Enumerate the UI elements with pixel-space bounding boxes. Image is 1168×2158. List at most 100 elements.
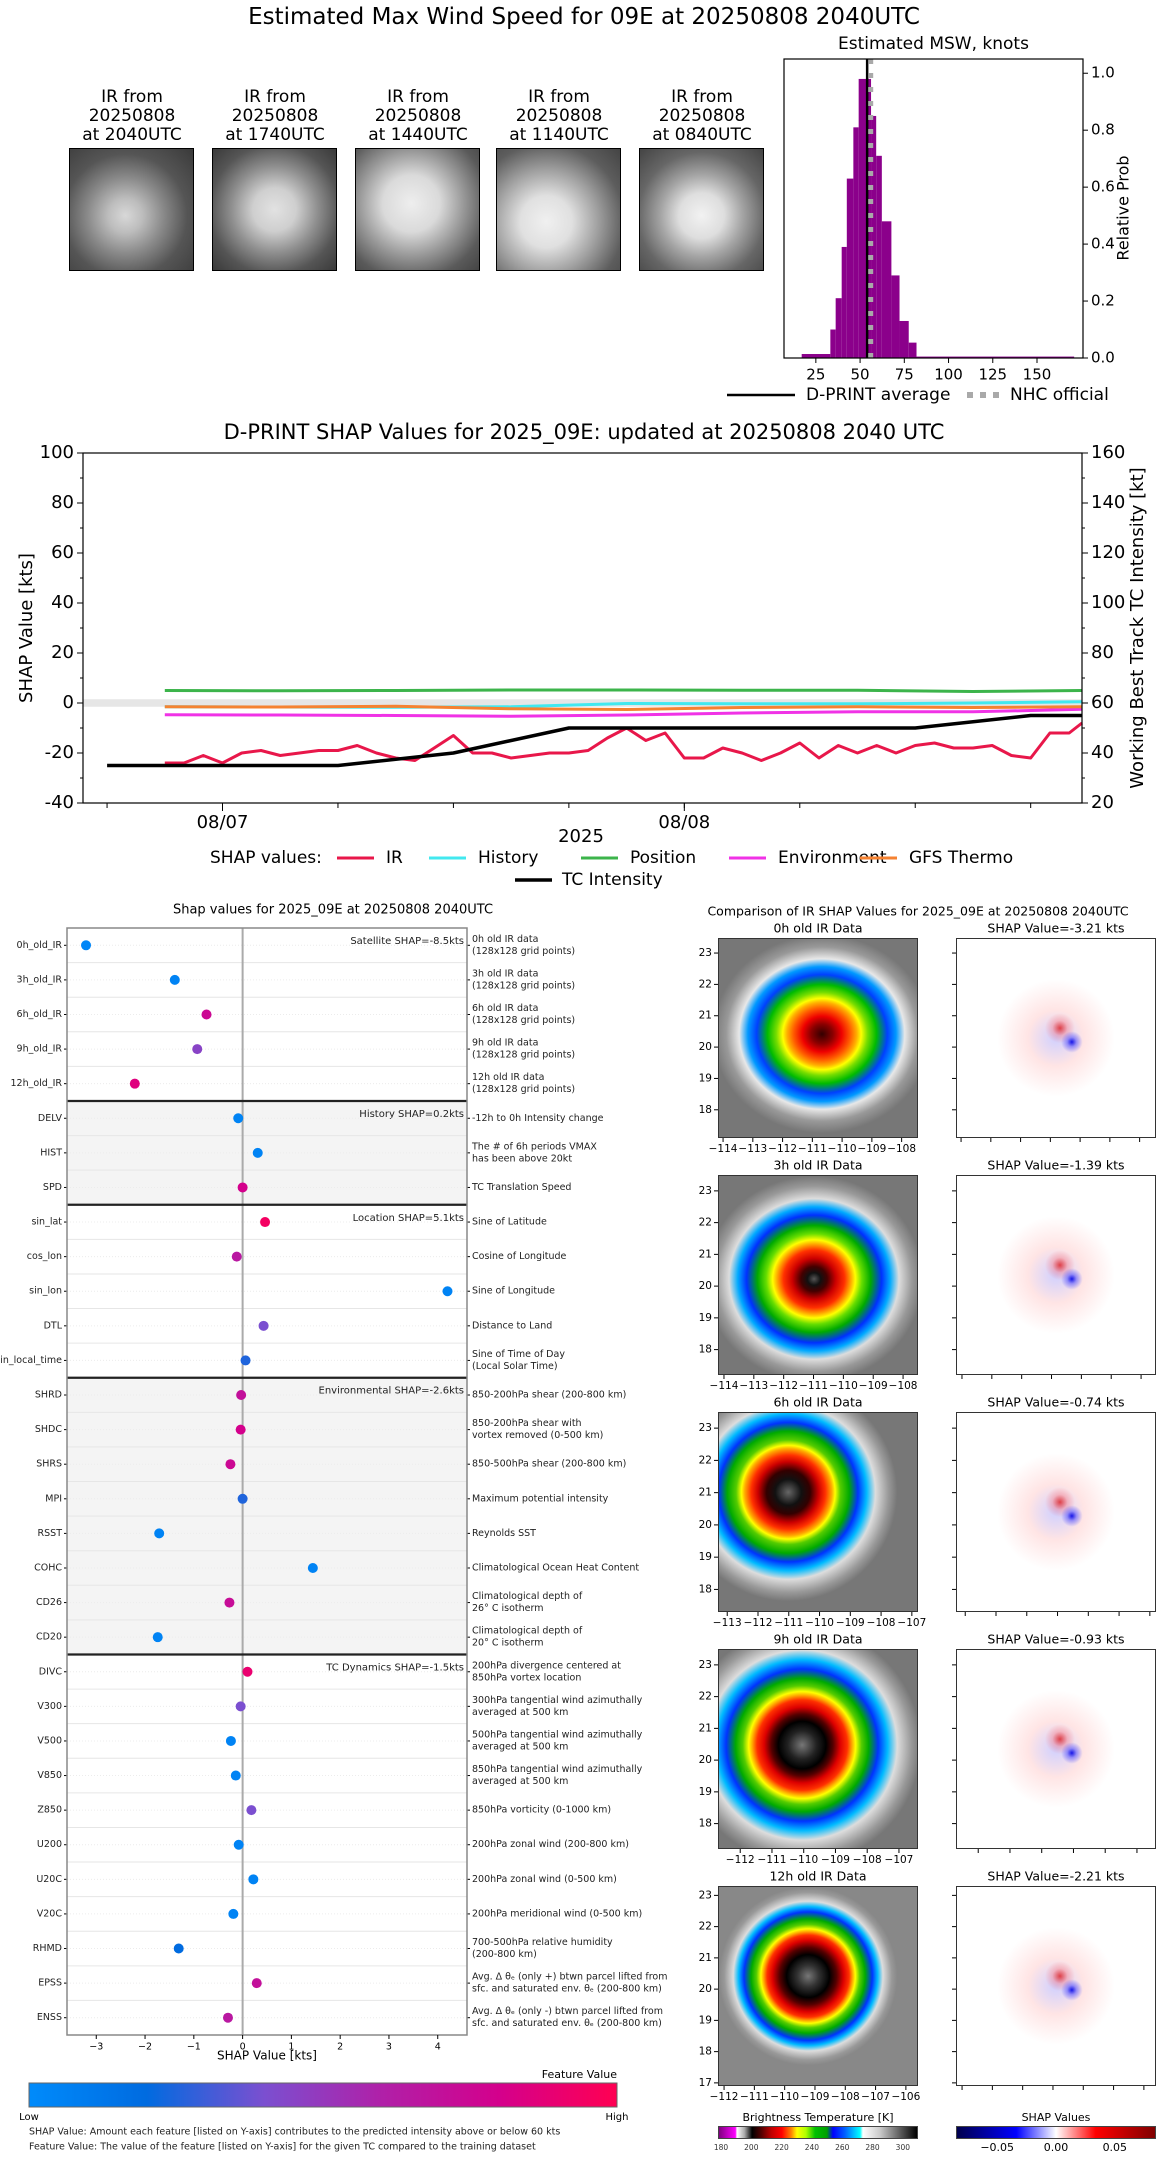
latitude-tick-label: 20 [699,1519,712,1531]
feature-name-label: DTL [44,1320,63,1331]
histogram-bar [830,329,836,358]
feature-shap-dot [129,1078,140,1089]
latitude-tick-label: 18 [699,1104,712,1116]
histogram-bar [899,320,909,358]
feature-shap-dot [260,1217,271,1228]
ir-colorbar-tick-label: 180 [714,2143,729,2152]
legend-label: History [478,848,538,868]
series-line-tc-intensity [107,713,1082,768]
feature-name-label: V500 [37,1735,62,1746]
feature-shap-dot [251,1978,262,1989]
feature-name-label: CD26 [36,1597,62,1608]
legend-label: IR [386,848,403,868]
x-tick-label: 0 [240,2042,246,2053]
latitude-tick-label: 23 [699,947,712,959]
ir-brightness-image [718,1886,918,2086]
latitude-tick-label: 23 [699,1889,712,1901]
group-shap-label: TC Dynamics SHAP=-1.5kts [325,1662,464,1673]
legend-label: GFS Thermo [909,848,1013,868]
histogram-bar [853,127,859,358]
feature-description: 200hPa meridional wind (0-500 km) [472,1908,642,1919]
y-tick-label: 40 [51,592,74,613]
longitude-tick-label: −107 [885,1854,914,1866]
series-line-environment [164,707,1083,718]
legend-nhc-label: NHC official [1010,385,1109,405]
x-tick-label: 75 [895,366,914,384]
x-tick-label: 08/07 [197,812,249,833]
feature-description: Climatological depth of [472,1626,583,1637]
y2-tick-label: 20 [1091,792,1114,813]
feature-name-label: U200 [37,1839,62,1850]
longitude-tick-label: −109 [859,1380,888,1392]
thumbnail-title-line: 20250808 [515,106,603,126]
feature-shap-dot [225,1459,236,1470]
longitude-tick-label: −108 [867,1617,896,1629]
brightness-temperature-colorbar [718,2126,918,2139]
feature-description: 200hPa zonal wind (0-500 km) [472,1874,617,1885]
ir-thumbnail-image [639,148,764,271]
histogram-bar [846,178,854,358]
shap-heatmap-image [956,1886,1156,2086]
x-axis-label: 2025 [558,826,604,847]
colorbar-label: Feature Value [542,2068,618,2081]
longitude-tick-label: −111 [758,1854,787,1866]
x-tick-label: 4 [435,2042,441,2053]
histogram-bar [835,298,842,358]
feature-name-label: V300 [37,1701,62,1712]
ir-colorbar-label: Brightness Temperature [K] [742,2111,893,2124]
feature-name-label: sin_lon [29,1286,62,1297]
longitude-tick-label: −110 [789,1854,818,1866]
feature-shap-dot [233,1113,244,1124]
feature-description: 850hPa vortex location [472,1672,581,1683]
feature-description: Climatological Ocean Heat Content [472,1562,639,1573]
y-tick-label: 0.8 [1091,121,1115,139]
longitude-tick-label: −109 [857,1143,886,1155]
timeseries-title: D-PRINT SHAP Values for 2025_09E: update… [224,420,945,445]
feature-shap-dot [201,1009,212,1020]
feature-description: vortex removed (0-500 km) [472,1430,603,1441]
thumbnail-title-line: IR from [528,87,590,107]
ir-panel-title: 0h old IR Data [773,921,862,936]
longitude-tick-label: −110 [829,1380,858,1392]
feature-shap-dot [230,1770,241,1781]
feature-shap-dot [173,1943,184,1954]
feature-description: Sine of Longitude [472,1286,555,1297]
feature-description: (128x128 grid points) [472,1084,575,1095]
x-tick-label: −2 [138,2042,152,2053]
feature-name-label: 9h_old_IR [17,1044,63,1055]
latitude-tick-label: 21 [699,1248,712,1260]
feature-description: 12h old IR data [472,1072,544,1083]
y-tick-label: 0 [63,692,74,713]
shap-colorbar-tick-label: 0.05 [1103,2141,1128,2154]
thumbnail-title-line: at 1140UTC [509,125,609,145]
longitude-tick-label: −106 [891,2091,920,2103]
longitude-tick-label: −109 [801,2091,830,2103]
y-tick-label: 0.6 [1091,178,1115,196]
feature-description: The # of 6h periods VMAX [471,1141,597,1152]
feature-shap-dot [242,1666,253,1677]
feature-description: 700-500hPa relative humidity [472,1937,613,1948]
feature-name-label: 3h_old_IR [17,974,63,985]
feature-description: 850-200hPa shear with [472,1418,582,1429]
latitude-tick-label: 19 [699,1312,712,1324]
latitude-tick-label: 23 [699,1659,712,1671]
latitude-tick-label: 19 [699,2014,712,2026]
histogram-bar [881,221,892,358]
y2-tick-label: 80 [1091,642,1114,663]
histogram-bar [871,115,877,358]
ir-colorbar-tick-label: 240 [805,2143,820,2152]
y2-tick-label: 40 [1091,742,1114,763]
ir-thumbnail-image [496,148,621,271]
feature-name-label: V20C [37,1908,63,1919]
feature-description: Avg. Δ θₑ (only -) btwn parcel lifted fr… [472,2006,663,2017]
legend-dprint-label: D-PRINT average [806,385,950,405]
latitude-tick-label: 22 [699,978,712,990]
thumbnail-title-line: 20250808 [374,106,462,126]
longitude-tick-label: −111 [774,1617,803,1629]
feature-shap-dot [307,1562,318,1573]
feature-description: Sine of Latitude [472,1217,547,1228]
histogram-bar [841,246,847,358]
longitude-tick-label: −113 [738,1143,767,1155]
ir-colorbar-tick-label: 200 [744,2143,759,2152]
x-tick-label: 100 [934,366,963,384]
